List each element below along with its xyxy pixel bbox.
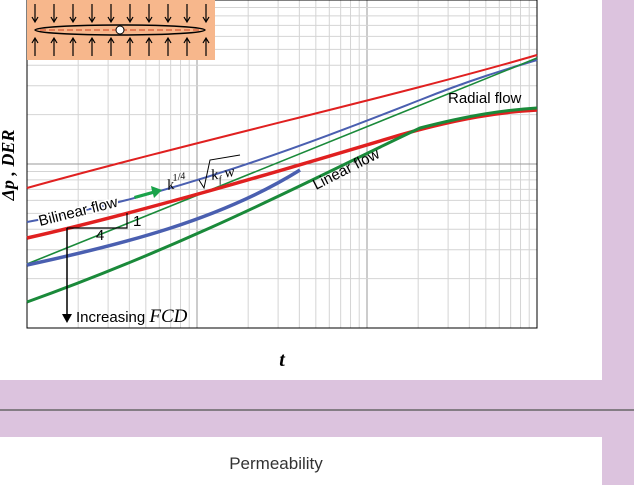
increasing-text: Increasing [76, 309, 145, 326]
section-title: Permeability [229, 454, 323, 473]
page: Permeability 4 1 Increasing FCD Radial f… [0, 0, 634, 485]
y-axis-label: Δp , DER [0, 130, 18, 202]
x-axis-label: t [279, 349, 286, 371]
increasing-label: Increasing FCD [76, 306, 188, 327]
fcd-text: FCD [148, 306, 187, 327]
well [116, 26, 124, 34]
plot: 4 1 Increasing FCD Radial flow Linear fl… [27, 0, 537, 328]
radial-flow-label: Radial flow [448, 90, 522, 107]
k-exp: 1/4 [172, 171, 186, 184]
slope-run: 4 [96, 227, 104, 244]
slope-rise: 1 [133, 213, 141, 230]
band [0, 380, 634, 437]
